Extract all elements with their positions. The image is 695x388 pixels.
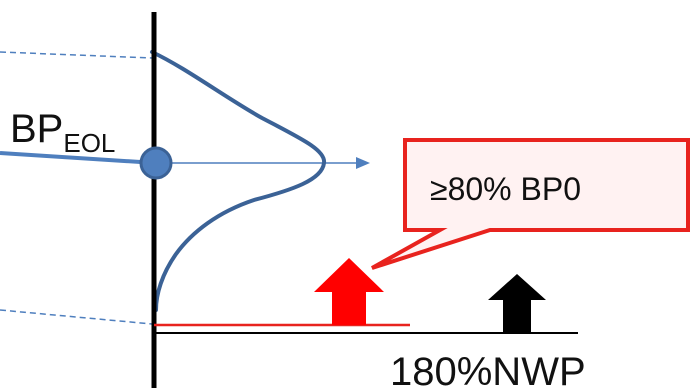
- distribution-curve: [150, 50, 327, 312]
- red-up-arrow-icon: [314, 258, 384, 325]
- callout-text: ≥80% BP0: [430, 171, 581, 207]
- lower-dashed-guide: [0, 309, 153, 325]
- axis-label: 180%NWP: [390, 350, 586, 388]
- upper-dashed-guide: [0, 51, 153, 59]
- bp-eol-marker-icon: [139, 146, 173, 180]
- bp-subscript-text: EOL: [63, 128, 115, 158]
- bp-trend-line: [0, 151, 157, 165]
- horizontal-arrow-head-icon: [356, 157, 370, 169]
- callout-box: [371, 138, 690, 270]
- bp-eol-label: BPEOL: [10, 107, 115, 158]
- bp-main-text: BP: [10, 107, 63, 151]
- black-up-arrow-icon: [488, 274, 546, 333]
